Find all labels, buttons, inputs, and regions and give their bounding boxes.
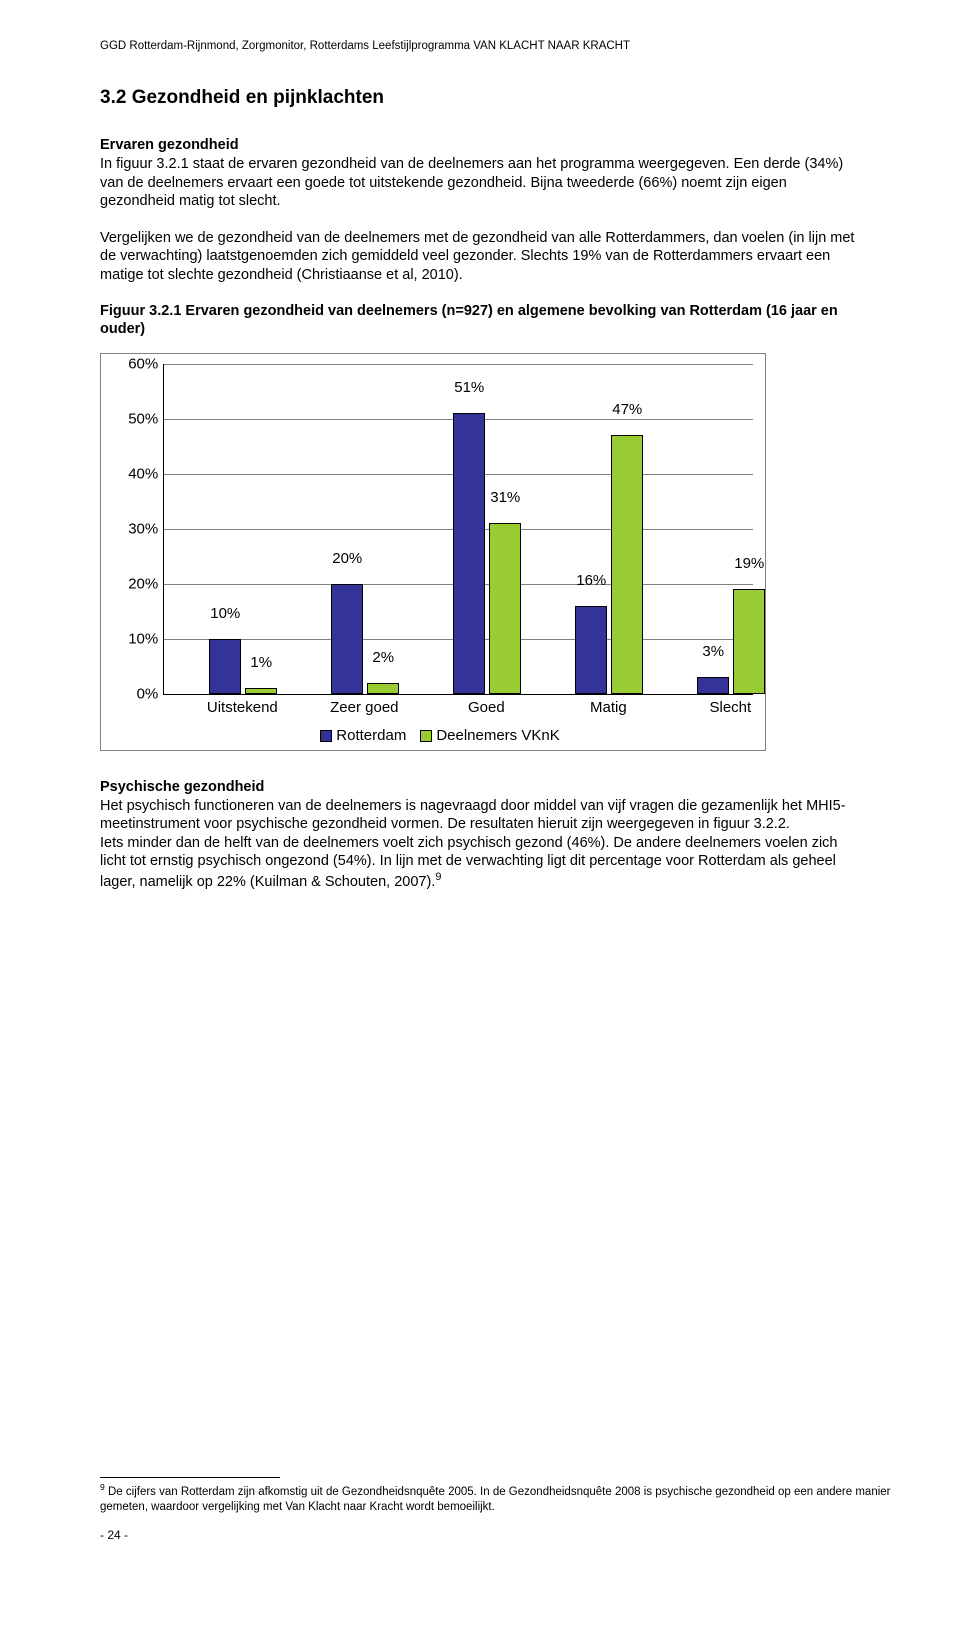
chart-xtick-label: Goed — [468, 699, 505, 716]
subhead-psychische: Psychische gezondheid — [100, 779, 860, 795]
page: GGD Rotterdam-Rijnmond, Zorgmonitor, Rot… — [50, 0, 910, 1566]
chart-bar — [367, 683, 399, 694]
legend-swatch — [420, 730, 432, 742]
chart-bar — [733, 589, 765, 694]
chart-ytick-label: 30% — [116, 520, 158, 537]
para-3a: Het psychisch functioneren van de deelne… — [100, 797, 860, 834]
chart-bar — [331, 584, 363, 694]
chart-x-axis: Uitstekend Zeer goed Goed Matig Slecht — [163, 695, 753, 721]
chart-ytick-label: 10% — [116, 630, 158, 647]
chart-caption: Figuur 3.2.1 Ervaren gezondheid van deel… — [100, 302, 860, 338]
section-title: 3.2 Gezondheid en pijnklachten — [100, 87, 860, 109]
chart-ytick-label: 40% — [116, 465, 158, 482]
chart-bar-label: 10% — [200, 605, 250, 622]
chart-ytick-label: 50% — [116, 410, 158, 427]
chart-bar — [697, 677, 729, 694]
chart-bar-label: 51% — [444, 379, 494, 396]
chart-bar-label: 20% — [322, 550, 372, 567]
chart-ytick-label: 60% — [116, 355, 158, 372]
chart-bar-label: 31% — [480, 489, 530, 506]
chart-xtick-label: Uitstekend — [207, 699, 278, 716]
chart-bar-label: 1% — [236, 654, 286, 671]
para-2: Vergelijken we de gezondheid van de deel… — [100, 229, 860, 285]
chart-bar — [575, 606, 607, 694]
chart-bar — [611, 435, 643, 694]
chart-bar-label: 2% — [358, 649, 408, 666]
legend-swatch — [320, 730, 332, 742]
chart-xtick-label: Matig — [590, 699, 627, 716]
chart-bar-label: 3% — [688, 643, 738, 660]
footnote-rule — [100, 1477, 280, 1478]
chart-bar-label: 47% — [602, 401, 652, 418]
chart-gridline — [164, 364, 753, 365]
chart-plot-area: 0%10%20%30%40%50%60%10%1%20%2%51%31%16%4… — [163, 364, 753, 695]
chart-legend: Rotterdam Deelnemers VKnK — [113, 727, 753, 744]
chart-bar — [453, 413, 485, 694]
chart-bar — [245, 688, 277, 694]
subhead-ervaren: Ervaren gezondheid — [100, 137, 860, 153]
para-1: In figuur 3.2.1 staat de ervaren gezondh… — [100, 155, 860, 211]
chart-bar-label: 19% — [724, 555, 774, 572]
legend-label: Deelnemers VKnK — [436, 727, 559, 744]
footnote: 9 De cijfers van Rotterdam zijn afkomsti… — [100, 1477, 935, 1514]
bar-chart: 0% 10% 20% 30% 40% 50% 60% 10% 1% 20% 2% 51% 31% 16% 4… — [100, 353, 766, 751]
chart-bar-label: 16% — [566, 572, 616, 589]
page-number: - 24 - — [100, 1528, 128, 1542]
page-header: GGD Rotterdam-Rijnmond, Zorgmonitor, Rot… — [100, 40, 860, 52]
chart-ytick-label: 0% — [116, 685, 158, 702]
chart-xtick-label: Zeer goed — [330, 699, 398, 716]
chart-ytick-label: 20% — [116, 575, 158, 592]
chart-xtick-label: Slecht — [709, 699, 751, 716]
legend-label: Rotterdam — [336, 727, 406, 744]
chart-bar — [489, 523, 521, 694]
para-3b: Iets minder dan de helft van de deelneme… — [100, 834, 860, 891]
